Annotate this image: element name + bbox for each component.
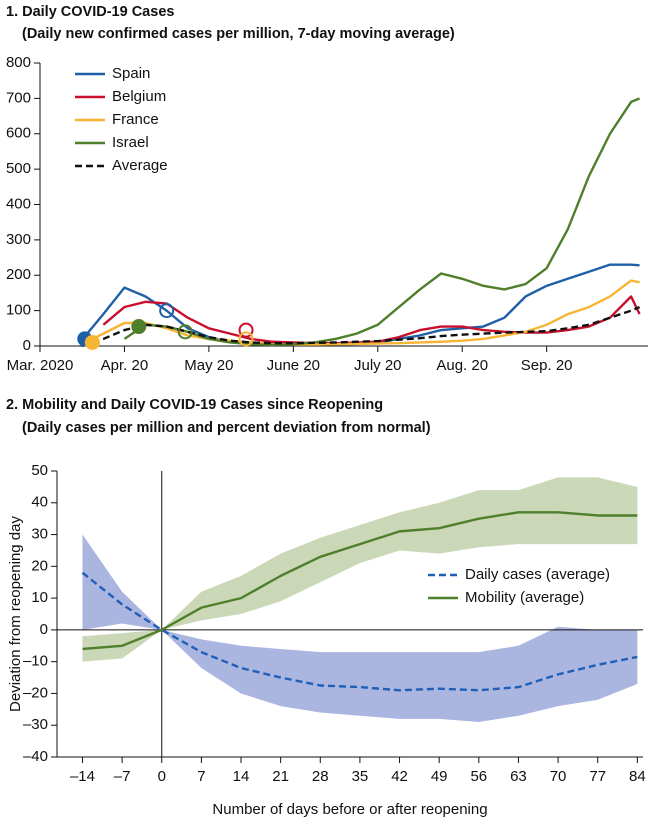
y-axis-label: Deviation from reopening day bbox=[7, 516, 24, 712]
band bbox=[82, 477, 638, 662]
x-tick-label: June 20 bbox=[267, 357, 320, 374]
x-tick-label: 77 bbox=[589, 768, 606, 785]
x-tick-label: 70 bbox=[550, 768, 567, 785]
y-tick-label: 40 bbox=[31, 494, 48, 511]
marker bbox=[177, 324, 193, 340]
legend-label: Mobility (average) bbox=[465, 589, 584, 606]
x-tick-label: –7 bbox=[114, 768, 131, 785]
y-tick-label: 200 bbox=[6, 266, 31, 283]
series-line bbox=[82, 511, 638, 651]
legend-label: Daily cases (average) bbox=[465, 566, 610, 583]
x-tick-label: July 20 bbox=[354, 357, 402, 374]
x-tick-label: 49 bbox=[431, 768, 448, 785]
y-tick-label: –40 bbox=[23, 748, 48, 765]
y-tick-label: 20 bbox=[31, 557, 48, 574]
x-tick-label: 56 bbox=[470, 768, 487, 785]
series-line bbox=[81, 571, 638, 692]
marker bbox=[159, 303, 175, 319]
panel-title: 1. Daily COVID-19 Cases bbox=[6, 4, 174, 20]
x-axis-label: Number of days before or after reopening bbox=[212, 801, 487, 818]
panel-title: 2. Mobility and Daily COVID-19 Cases sin… bbox=[6, 397, 383, 413]
y-tick-label: 0 bbox=[23, 337, 31, 354]
x-tick-label: –14 bbox=[70, 768, 95, 785]
series-line bbox=[81, 279, 640, 346]
y-tick-label: 10 bbox=[31, 589, 48, 606]
y-tick-label: 700 bbox=[6, 89, 31, 106]
x-tick-label: Mar. 2020 bbox=[7, 357, 74, 374]
x-tick-label: Sep. 20 bbox=[521, 357, 573, 374]
y-tick-label: –20 bbox=[23, 684, 48, 701]
legend-label: Spain bbox=[112, 65, 150, 82]
x-tick-label: May 20 bbox=[184, 357, 233, 374]
band bbox=[82, 534, 638, 723]
y-tick-label: 500 bbox=[6, 160, 31, 177]
y-tick-label: 600 bbox=[6, 125, 31, 142]
y-tick-label: 400 bbox=[6, 195, 31, 212]
marker bbox=[131, 319, 147, 335]
x-tick-label: 35 bbox=[352, 768, 369, 785]
y-tick-label: –30 bbox=[23, 716, 48, 733]
x-tick-label: 21 bbox=[272, 768, 289, 785]
y-tick-label: –10 bbox=[23, 653, 48, 670]
y-tick-label: 300 bbox=[6, 231, 31, 248]
y-tick-label: 50 bbox=[31, 462, 48, 479]
legend-label: France bbox=[112, 111, 159, 128]
x-tick-label: 42 bbox=[391, 768, 408, 785]
panel-subtitle: (Daily cases per million and percent dev… bbox=[22, 420, 431, 436]
x-tick-label: Aug. 20 bbox=[436, 357, 488, 374]
y-tick-label: 800 bbox=[6, 54, 31, 71]
x-tick-label: 14 bbox=[233, 768, 250, 785]
legend-label: Average bbox=[112, 157, 168, 174]
x-tick-label: 0 bbox=[158, 768, 166, 785]
y-tick-label: 100 bbox=[6, 302, 31, 319]
marker bbox=[84, 334, 100, 350]
marker bbox=[238, 331, 254, 347]
series-line bbox=[123, 97, 641, 347]
x-tick-label: 84 bbox=[629, 768, 646, 785]
series-line bbox=[81, 305, 641, 348]
panel-subtitle: (Daily new confirmed cases per million, … bbox=[22, 26, 455, 42]
y-tick-label: 0 bbox=[40, 621, 48, 638]
legend-label: Israel bbox=[112, 134, 149, 151]
legend-label: Belgium bbox=[112, 88, 166, 105]
x-tick-label: 63 bbox=[510, 768, 527, 785]
y-tick-label: 30 bbox=[31, 526, 48, 543]
x-tick-label: Apr. 20 bbox=[101, 357, 149, 374]
x-tick-label: 28 bbox=[312, 768, 329, 785]
marker bbox=[238, 322, 254, 338]
x-tick-label: 7 bbox=[197, 768, 205, 785]
